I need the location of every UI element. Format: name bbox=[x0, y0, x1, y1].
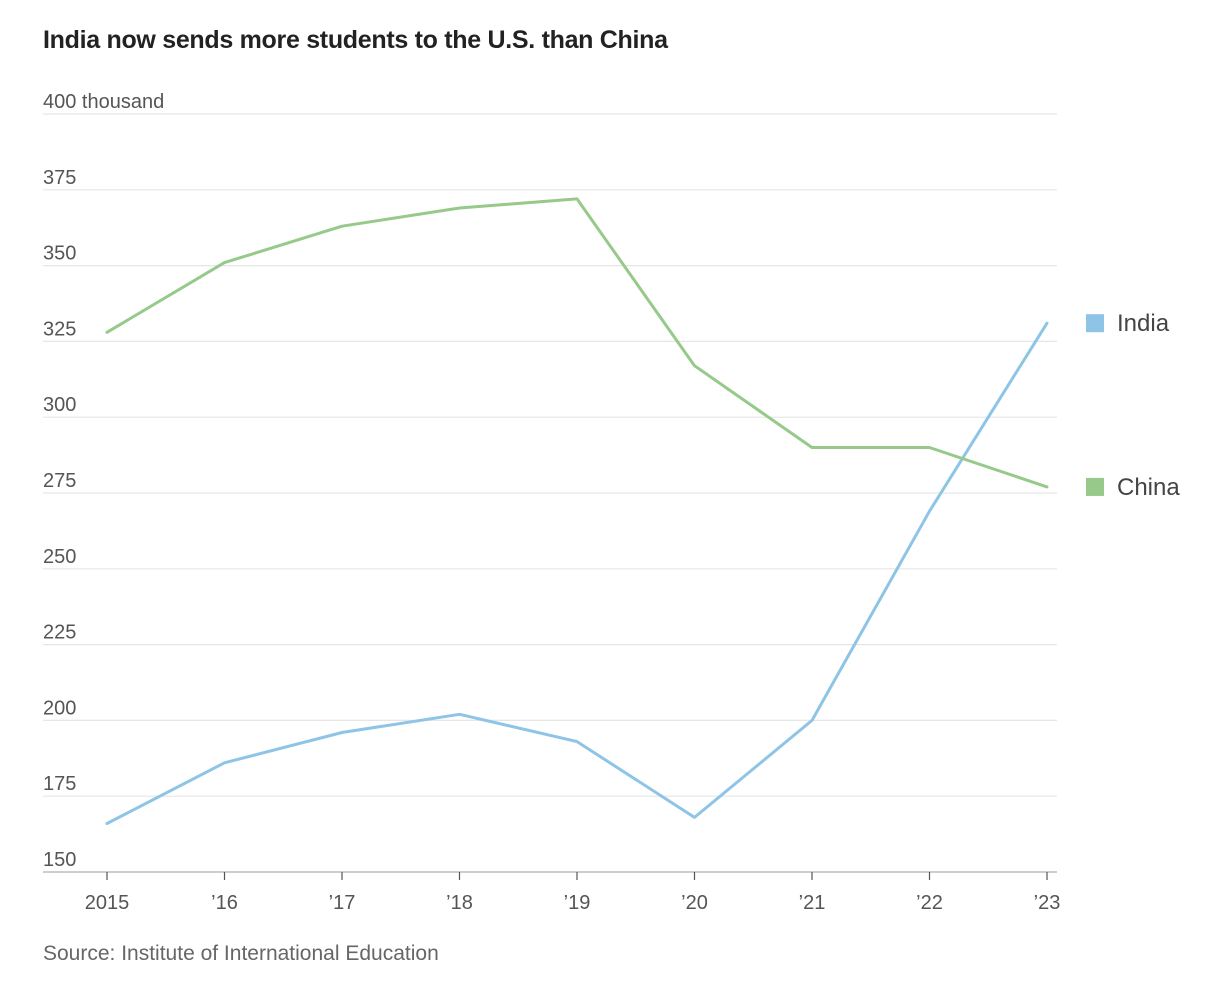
x-tick-label: ’22 bbox=[916, 892, 943, 914]
x-tick-label: ’23 bbox=[1034, 892, 1061, 914]
legend: India China bbox=[1086, 310, 1180, 501]
x-tick-label: ’19 bbox=[564, 892, 591, 914]
x-tick-label: ’21 bbox=[799, 892, 826, 914]
x-tick-label: ’17 bbox=[329, 892, 356, 914]
y-tick-label: 350 bbox=[43, 243, 76, 265]
legend-swatch bbox=[1086, 314, 1104, 333]
y-tick-label: 250 bbox=[43, 546, 76, 568]
x-tick-label: ’16 bbox=[211, 892, 238, 914]
y-tick-label: 325 bbox=[43, 318, 76, 340]
grid-lines bbox=[43, 113, 1057, 873]
y-tick-label: 200 bbox=[43, 697, 76, 719]
y-tick-label: 175 bbox=[43, 773, 76, 795]
y-tick-label: 375 bbox=[43, 167, 76, 189]
x-tick-label: ’18 bbox=[446, 892, 473, 914]
legend-swatch bbox=[1086, 477, 1104, 496]
source-note: Source: Institute of International Educa… bbox=[43, 942, 439, 965]
y-tick-label: 300 bbox=[43, 394, 76, 416]
series-line-china bbox=[105, 197, 1049, 489]
y-tick-label: 400 thousand bbox=[43, 91, 164, 113]
y-axis-tick-labels: 400 thousand 375 350 325 300 275 250 225 200 175 1… bbox=[43, 91, 164, 871]
x-tick-label: 2015 bbox=[85, 892, 130, 914]
y-tick-label: 150 bbox=[43, 849, 76, 871]
legend-item-india: India bbox=[1086, 310, 1170, 337]
x-tick-label: ’20 bbox=[681, 892, 708, 914]
y-tick-label: 275 bbox=[43, 470, 76, 492]
series-lines bbox=[105, 197, 1049, 825]
y-tick-label: 225 bbox=[43, 622, 76, 644]
legend-item-china: China bbox=[1086, 474, 1180, 501]
legend-label: India bbox=[1117, 310, 1170, 337]
legend-label: China bbox=[1117, 474, 1180, 501]
x-axis-tick-labels: 2015 ’16 ’17 ’18 ’19 ’20 ’21 ’22 ’23 bbox=[85, 872, 1061, 914]
series-line-india bbox=[105, 321, 1049, 825]
chart-title: India now sends more students to the U.S… bbox=[43, 26, 668, 54]
